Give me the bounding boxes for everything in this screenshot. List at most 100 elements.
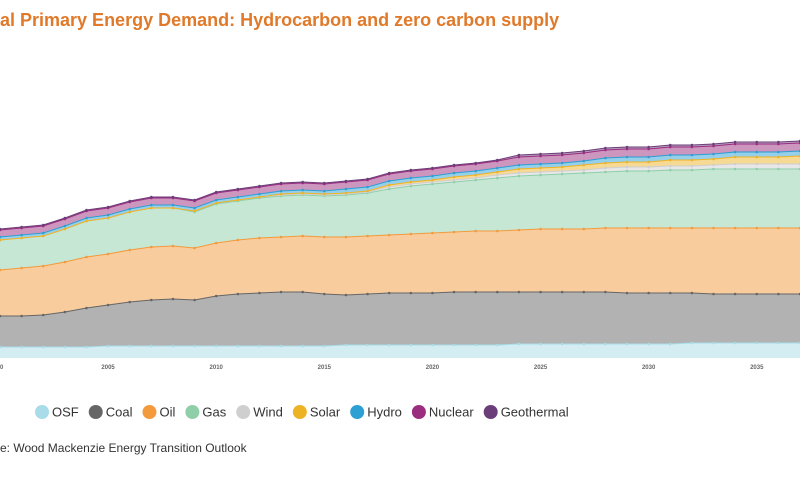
legend-item: Geothermal: [483, 404, 569, 419]
data-point: [279, 181, 283, 185]
data-point: [647, 342, 650, 346]
x-tick-label: 0: [0, 365, 4, 371]
data-point: [279, 290, 283, 294]
data-point: [258, 184, 261, 188]
data-point: [495, 170, 499, 174]
data-point: [323, 192, 326, 196]
data-point: [128, 248, 132, 252]
data-point: [690, 164, 694, 168]
x-tick-label: 2020: [426, 365, 440, 371]
data-point: [604, 166, 607, 170]
data-point: [387, 179, 391, 183]
data-point: [431, 343, 434, 347]
legend-label: Solar: [310, 404, 341, 419]
data-point: [560, 153, 564, 157]
data-point: [668, 143, 672, 147]
legend-item: Gas: [185, 404, 227, 419]
data-point: [150, 206, 153, 210]
data-point: [366, 177, 369, 181]
data-point: [452, 178, 456, 182]
data-point: [301, 188, 305, 192]
data-point: [647, 160, 650, 164]
data-point: [193, 209, 196, 213]
data-point: [539, 152, 542, 156]
data-point: [150, 344, 153, 348]
data-point: [474, 290, 477, 294]
data-point: [474, 169, 477, 173]
data-point: [106, 252, 110, 256]
plot-area: 0 2005 2010 2015 2020 2025 2030 2035: [0, 139, 800, 371]
data-point: [41, 234, 45, 238]
area: [0, 143, 800, 237]
area-edge: [0, 155, 800, 241]
data-point: [366, 189, 369, 193]
legend-item: Solar: [292, 404, 341, 419]
legend-label: OSF: [52, 404, 79, 419]
data-point: [668, 145, 672, 149]
legend-swatch: [35, 405, 49, 419]
chart-title: al Primary Energy Demand: Hydrocarbon an…: [0, 10, 559, 30]
data-point: [755, 140, 759, 144]
data-point: [0, 238, 2, 242]
data-point: [647, 165, 650, 169]
data-point: [560, 290, 564, 294]
legend-swatch: [292, 405, 307, 419]
data-point: [85, 208, 88, 212]
data-point: [150, 195, 153, 199]
data-point: [214, 294, 218, 298]
data-point: [690, 143, 694, 147]
data-point: [344, 179, 348, 183]
legend-swatch: [142, 405, 157, 419]
data-point: [777, 162, 780, 166]
data-point: [668, 226, 672, 230]
data-point: [777, 226, 780, 230]
data-point: [495, 343, 499, 347]
x-tick-label: 2025: [534, 365, 548, 371]
data-point: [625, 342, 629, 346]
data-point: [690, 341, 694, 345]
data-point: [582, 159, 586, 163]
data-point: [431, 174, 434, 178]
data-point: [41, 313, 45, 317]
data-point: [582, 342, 586, 346]
data-point: [604, 156, 607, 160]
data-point: [366, 343, 369, 347]
data-point: [63, 345, 67, 349]
data-point: [690, 226, 694, 230]
data-point: [517, 153, 521, 157]
source: e: Wood Mackenzie Energy Transition Outl…: [0, 441, 248, 455]
data-point: [236, 344, 240, 348]
data-point: [625, 291, 629, 295]
legend-swatch: [350, 405, 365, 419]
x-tick-label: 2005: [101, 365, 115, 371]
data-point: [236, 195, 240, 199]
data-point: [755, 162, 759, 166]
data-point: [236, 198, 240, 202]
data-point: [733, 142, 737, 146]
data-point: [409, 291, 413, 295]
data-point: [409, 176, 413, 180]
data-point: [668, 164, 672, 168]
data-point: [301, 234, 305, 238]
data-point: [409, 168, 413, 172]
area-edge: [0, 150, 800, 238]
legend-label: Oil: [159, 404, 175, 419]
data-point: [647, 169, 650, 173]
data-point: [539, 162, 542, 166]
legend-label: Hydro: [367, 404, 402, 419]
data-point: [171, 344, 175, 348]
data-point: [647, 291, 650, 295]
data-point: [323, 181, 326, 185]
data-point: [539, 154, 542, 158]
data-point: [323, 235, 326, 239]
data-point: [755, 155, 759, 159]
data-point: [452, 180, 456, 184]
data-point: [474, 161, 477, 165]
x-tick-label: 2030: [642, 365, 656, 371]
legend-item: Hydro: [350, 404, 402, 419]
legend-label: Nuclear: [429, 404, 474, 419]
data-point: [63, 216, 67, 220]
data-point: [560, 169, 564, 173]
data-point: [625, 147, 629, 151]
data-point: [214, 190, 218, 194]
